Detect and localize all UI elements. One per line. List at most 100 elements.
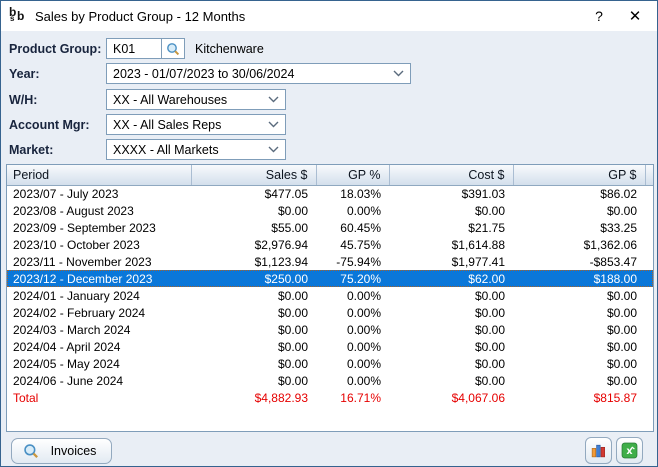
account-mgr-row: Account Mgr: XX - All Sales Reps: [9, 114, 286, 135]
row-filler: [645, 219, 653, 236]
row-filler: [645, 270, 653, 287]
column-header-period[interactable]: Period: [7, 165, 191, 185]
cell-period: 2023/09 - September 2023: [7, 219, 191, 236]
help-button[interactable]: ?: [581, 1, 617, 31]
chevron-down-icon: [268, 121, 279, 128]
table-row[interactable]: 2023/11 - November 2023$1,123.94-75.94%$…: [7, 253, 653, 270]
cell-period: 2024/04 - April 2024: [7, 338, 191, 355]
cell-sales: $477.05: [191, 185, 316, 202]
table-row[interactable]: 2024/01 - January 2024$0.000.00%$0.00$0.…: [7, 287, 653, 304]
column-header-filler: [645, 165, 653, 185]
cell-cost: $0.00: [389, 287, 513, 304]
cell-gp: $33.25: [513, 219, 645, 236]
cell-cost: $1,614.88: [389, 236, 513, 253]
cell-period: Total: [7, 389, 191, 406]
table-row[interactable]: 2024/03 - March 2024$0.000.00%$0.00$0.00: [7, 321, 653, 338]
account-mgr-label: Account Mgr:: [9, 118, 106, 132]
cell-cost: $1,977.41: [389, 253, 513, 270]
table-row[interactable]: 2023/09 - September 2023$55.0060.45%$21.…: [7, 219, 653, 236]
chevron-down-icon: [268, 146, 279, 153]
cell-gp: -$853.47: [513, 253, 645, 270]
column-header-gp-pct[interactable]: GP %: [316, 165, 389, 185]
table-row[interactable]: 2024/05 - May 2024$0.000.00%$0.00$0.00: [7, 355, 653, 372]
cell-sales: $55.00: [191, 219, 316, 236]
row-filler: [645, 287, 653, 304]
product-group-search-button[interactable]: [161, 38, 185, 59]
product-group-input[interactable]: K01: [106, 38, 161, 59]
cell-period: 2023/11 - November 2023: [7, 253, 191, 270]
window-title: Sales by Product Group - 12 Months: [35, 9, 245, 24]
cell-gp: $1,362.06: [513, 236, 645, 253]
cell-cost: $0.00: [389, 355, 513, 372]
table-row[interactable]: 2023/08 - August 2023$0.000.00%$0.00$0.0…: [7, 202, 653, 219]
warehouse-value: XX - All Warehouses: [113, 93, 227, 107]
cell-gp: $86.02: [513, 185, 645, 202]
chart-button[interactable]: [585, 437, 612, 464]
table-row[interactable]: 2024/06 - June 2024$0.000.00%$0.00$0.00: [7, 372, 653, 389]
invoices-button[interactable]: Invoices: [11, 438, 112, 464]
cell-sales: $0.00: [191, 372, 316, 389]
column-header-sales[interactable]: Sales $: [191, 165, 316, 185]
row-filler: [645, 253, 653, 270]
export-excel-button[interactable]: x: [616, 437, 643, 464]
product-group-label: Product Group:: [9, 42, 106, 56]
cell-period: 2024/01 - January 2024: [7, 287, 191, 304]
table-row-total[interactable]: Total$4,882.9316.71%$4,067.06$815.87: [7, 389, 653, 406]
table-row[interactable]: 2023/07 - July 2023$477.0518.03%$391.03$…: [7, 185, 653, 202]
cell-period: 2024/02 - February 2024: [7, 304, 191, 321]
row-filler: [645, 304, 653, 321]
cell-sales: $2,976.94: [191, 236, 316, 253]
warehouse-row: W/H: XX - All Warehouses: [9, 89, 286, 110]
close-button[interactable]: ✕: [617, 1, 653, 31]
cell-period: 2023/07 - July 2023: [7, 185, 191, 202]
cell-cost: $0.00: [389, 202, 513, 219]
table-row[interactable]: 2024/04 - April 2024$0.000.00%$0.00$0.00: [7, 338, 653, 355]
row-filler: [645, 321, 653, 338]
cell-sales: $250.00: [191, 270, 316, 287]
excel-export-icon: x: [621, 442, 638, 459]
cell-period: 2024/06 - June 2024: [7, 372, 191, 389]
cell-gp: $0.00: [513, 372, 645, 389]
cell-gp: $188.00: [513, 270, 645, 287]
warehouse-label: W/H:: [9, 93, 106, 107]
market-value: XXXX - All Markets: [113, 143, 219, 157]
year-row: Year: 2023 - 01/07/2023 to 30/06/2024: [9, 63, 411, 84]
table-header-row: Period Sales $ GP % Cost $ GP $: [7, 165, 653, 185]
cell-cost: $0.00: [389, 321, 513, 338]
table-row[interactable]: 2023/10 - October 2023$2,976.9445.75%$1,…: [7, 236, 653, 253]
market-row: Market: XXXX - All Markets: [9, 139, 286, 160]
cell-sales: $0.00: [191, 338, 316, 355]
cell-cost: $21.75: [389, 219, 513, 236]
table-body: 2023/07 - July 2023$477.0518.03%$391.03$…: [7, 185, 653, 406]
market-label: Market:: [9, 143, 106, 157]
sales-by-product-group-dialog: b s b Sales by Product Group - 12 Months…: [0, 0, 658, 467]
search-icon: [23, 443, 39, 459]
cell-gp: $0.00: [513, 202, 645, 219]
column-header-gp[interactable]: GP $: [513, 165, 645, 185]
cell-period: 2023/10 - October 2023: [7, 236, 191, 253]
table-row[interactable]: 2023/12 - December 2023$250.0075.20%$62.…: [7, 270, 653, 287]
cell-gp: $0.00: [513, 287, 645, 304]
cell-gp_pct: 18.03%: [316, 185, 389, 202]
cell-cost: $0.00: [389, 304, 513, 321]
column-header-cost[interactable]: Cost $: [389, 165, 513, 185]
cell-cost: $62.00: [389, 270, 513, 287]
cell-sales: $4,882.93: [191, 389, 316, 406]
market-select[interactable]: XXXX - All Markets: [106, 139, 286, 160]
warehouse-select[interactable]: XX - All Warehouses: [106, 89, 286, 110]
cell-gp: $815.87: [513, 389, 645, 406]
cell-gp: $0.00: [513, 321, 645, 338]
year-select[interactable]: 2023 - 01/07/2023 to 30/06/2024: [106, 63, 411, 84]
table-row[interactable]: 2024/02 - February 2024$0.000.00%$0.00$0…: [7, 304, 653, 321]
cell-sales: $0.00: [191, 304, 316, 321]
product-group-row: Product Group: K01 Kitchenware: [9, 38, 264, 59]
cell-sales: $1,123.94: [191, 253, 316, 270]
cell-gp_pct: 0.00%: [316, 355, 389, 372]
cell-gp_pct: 0.00%: [316, 287, 389, 304]
cell-gp: $0.00: [513, 355, 645, 372]
row-filler: [645, 202, 653, 219]
cell-period: 2023/08 - August 2023: [7, 202, 191, 219]
account-mgr-select[interactable]: XX - All Sales Reps: [106, 114, 286, 135]
cell-cost: $391.03: [389, 185, 513, 202]
cell-cost: $0.00: [389, 338, 513, 355]
